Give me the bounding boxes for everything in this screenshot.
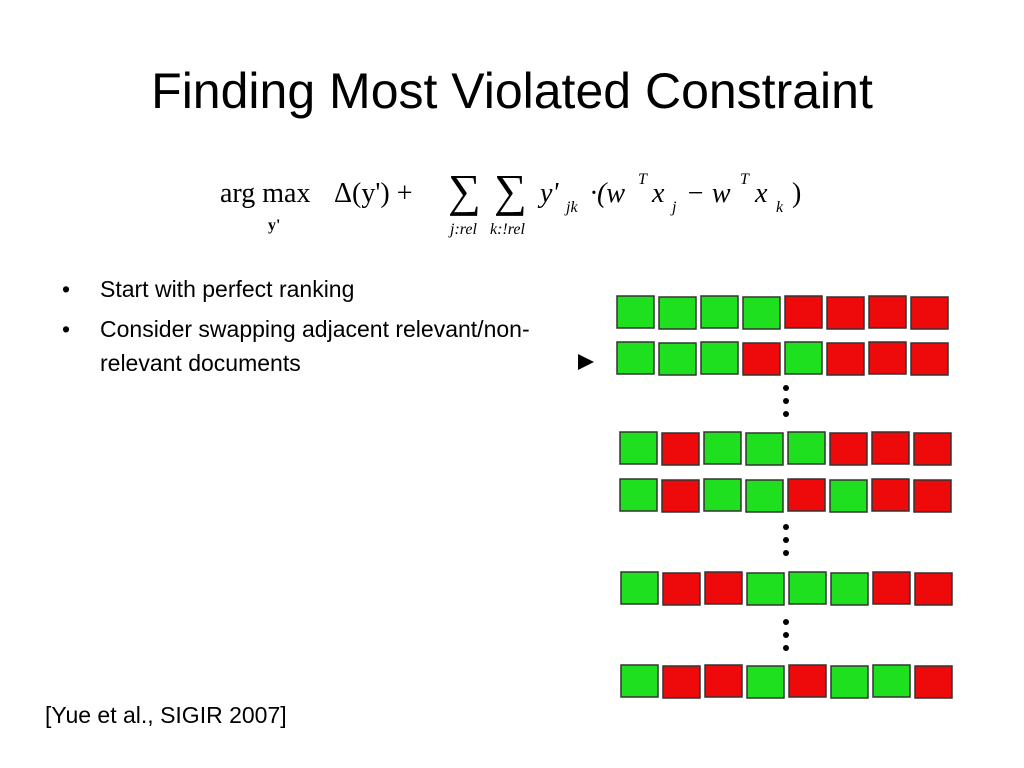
document-cell [658, 342, 697, 376]
document-cell [784, 341, 823, 375]
document-cell [742, 342, 781, 376]
document-cell [784, 295, 823, 329]
document-cell [871, 478, 910, 512]
document-cell [826, 342, 865, 376]
document-cell [616, 295, 655, 329]
document-cell [746, 572, 785, 606]
document-cell [872, 664, 911, 698]
bullet-text: Start with perfect ranking [100, 276, 355, 302]
formula-part: y' [540, 178, 559, 209]
bullet-mark: • [62, 316, 71, 342]
formula-part: ·(w [590, 178, 625, 209]
document-cell [745, 479, 784, 513]
formula-part: − w [686, 178, 731, 209]
document-cell [620, 571, 659, 605]
document-cell [662, 572, 701, 606]
document-cell [788, 664, 827, 698]
document-cell [913, 432, 952, 466]
formula-part: jk [566, 199, 578, 216]
formula-part: k:!rel [490, 221, 525, 238]
document-cell [829, 479, 868, 513]
document-cell [872, 571, 911, 605]
document-cell [661, 432, 700, 466]
document-cell [704, 571, 743, 605]
document-cell [619, 431, 658, 465]
formula-part: ∑ [448, 165, 481, 216]
document-cell [661, 479, 700, 513]
formula-part: x [755, 178, 768, 209]
citation: [Yue et al., SIGIR 2007] [45, 702, 287, 728]
bullet-mark: • [62, 276, 71, 302]
arrow [578, 354, 594, 370]
document-cell [619, 478, 658, 512]
document-cell [703, 478, 742, 512]
document-cell [914, 572, 953, 606]
formula-part: Δ(y') + [334, 178, 413, 209]
bullet-text: Consider swapping adjacent relevant/non-… [100, 316, 530, 376]
formula-part: arg max [220, 178, 311, 209]
document-cell [703, 431, 742, 465]
document-cell [830, 665, 869, 699]
document-cell [871, 431, 910, 465]
document-cell [913, 479, 952, 513]
document-cell [910, 296, 949, 330]
formula-part: ∑ [494, 165, 527, 216]
document-cell [787, 478, 826, 512]
document-cell [787, 431, 826, 465]
document-cell [829, 432, 868, 466]
formula-part: j [672, 199, 677, 216]
document-cell [868, 295, 907, 329]
document-cell [658, 296, 697, 330]
document-cell [746, 665, 785, 699]
document-cell [788, 571, 827, 605]
slide-title: Finding Most Violated Constraint [151, 63, 873, 119]
document-cell [662, 665, 701, 699]
document-cell [620, 664, 659, 698]
document-cell [700, 295, 739, 329]
document-cell [830, 572, 869, 606]
formula-part: k [776, 199, 784, 216]
document-cell [868, 341, 907, 375]
formula-part: y' [268, 217, 281, 234]
document-cell [700, 341, 739, 375]
formula-part: ) [792, 178, 802, 209]
formula-part: T [740, 171, 749, 188]
formula-part: j:rel [450, 221, 477, 238]
document-cell [914, 665, 953, 699]
formula-part: T [638, 171, 647, 188]
document-cell [745, 432, 784, 466]
document-cell [910, 342, 949, 376]
formula-part: x [652, 178, 665, 209]
document-cell [742, 296, 781, 330]
document-cell [704, 664, 743, 698]
document-cell [826, 296, 865, 330]
ellipsis [783, 385, 789, 651]
document-cell [616, 341, 655, 375]
